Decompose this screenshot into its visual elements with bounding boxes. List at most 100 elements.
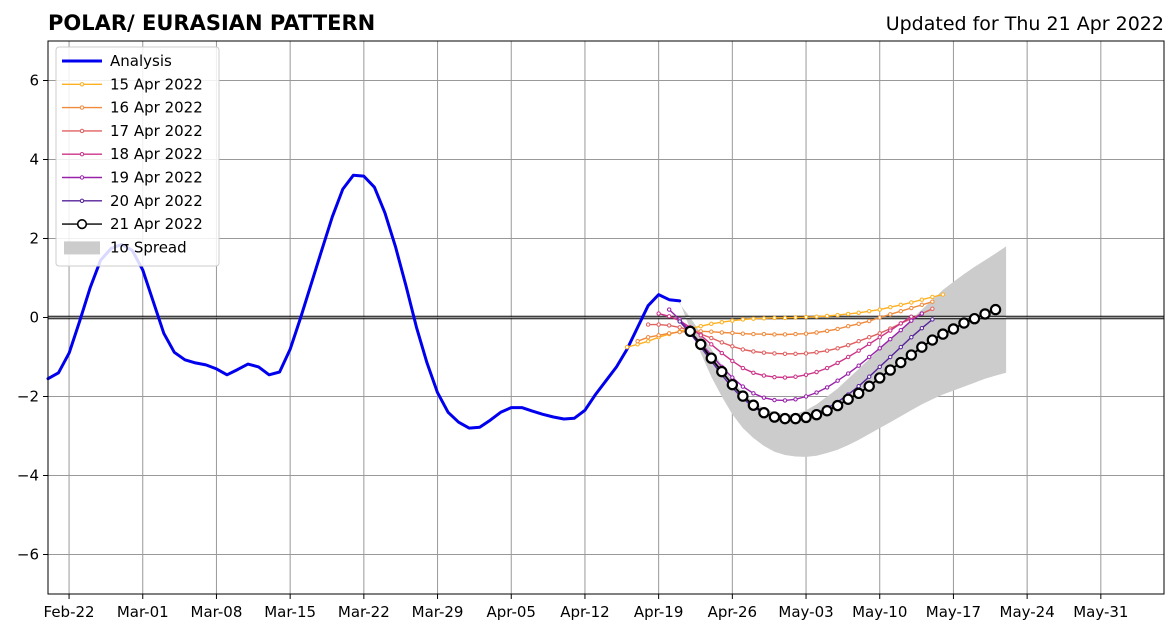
forecast-point (740, 317, 746, 322)
legend-marker (79, 128, 85, 134)
forecast-point (730, 375, 735, 380)
forecast-point (793, 374, 798, 379)
forecast-point (730, 358, 735, 364)
forecast-point (824, 328, 830, 334)
chart-subtitle: Updated for Thu 21 Apr 2022 (886, 13, 1164, 35)
legend-label: 17 Apr 2022 (110, 122, 203, 140)
legend-label: 19 Apr 2022 (110, 169, 203, 187)
forecast-point (856, 348, 861, 353)
forecast-point (909, 300, 914, 305)
spread-band-layer (679, 246, 1007, 457)
x-tick-label: Mar-29 (412, 603, 464, 621)
forecast-point (768, 411, 781, 423)
forecast-point (888, 328, 893, 333)
forecast-point (730, 330, 735, 336)
legend-item: 21 Apr 2022 (62, 215, 203, 233)
y-tick-label: 6 (29, 72, 39, 90)
forecast-point (782, 315, 788, 321)
forecast-point (937, 328, 949, 340)
forecast-point (930, 294, 935, 300)
forecast-point (814, 369, 819, 375)
forecast-point (709, 321, 714, 327)
forecast-point (803, 351, 809, 356)
forecast-point (877, 331, 882, 336)
forecast-series (684, 303, 1002, 425)
legend-marker (79, 82, 85, 87)
forecast-point (845, 323, 851, 329)
forecast-point (814, 390, 819, 395)
x-tick-label: Mar-01 (117, 603, 169, 621)
forecast-point (916, 341, 928, 353)
x-tick-label: Apr-19 (634, 603, 684, 621)
forecast-point (898, 321, 903, 326)
forecast-point (856, 363, 861, 368)
forecast-point (852, 387, 865, 400)
forecast-point (919, 302, 925, 308)
forecast-point (895, 356, 907, 369)
y-tick-label: −2 (17, 388, 39, 406)
legend-label: 21 Apr 2022 (110, 215, 203, 233)
forecast-point (930, 317, 935, 322)
forecast-point (909, 314, 914, 319)
forecast-point (719, 340, 725, 345)
forecast-point (877, 307, 882, 312)
forecast-point (835, 360, 840, 366)
forecast-point (863, 380, 875, 392)
forecast-point (919, 325, 925, 331)
forecast-point (793, 397, 798, 402)
legend-label: 15 Apr 2022 (110, 75, 203, 93)
forecast-point (867, 354, 872, 360)
legend-item: 1σ Spread (64, 238, 187, 256)
forecast-point (824, 365, 830, 371)
forecast-point (835, 326, 840, 332)
forecast-point (867, 318, 872, 324)
forecast-point (747, 399, 760, 411)
legend-item: 18 Apr 2022 (62, 145, 203, 163)
legend: Analysis 15 Apr 2022 16 Apr 2022 17 Apr 202… (55, 46, 220, 267)
y-tick-label: −6 (17, 546, 39, 564)
forecast-point (740, 384, 746, 389)
legend-item: 19 Apr 2022 (62, 169, 203, 187)
forecast-point (656, 311, 661, 316)
forecast-point (782, 351, 788, 357)
forecast-point (856, 310, 861, 315)
forecast-point (716, 365, 728, 378)
forecast-point (884, 364, 896, 376)
forecast-point (645, 335, 651, 340)
forecast-point (751, 391, 756, 396)
x-tick-label: May-10 (852, 603, 907, 621)
forecast-point (824, 348, 830, 353)
legend-label: Analysis (110, 52, 172, 70)
x-tick-label: Mar-08 (191, 603, 243, 621)
y-tick-label: −4 (17, 467, 39, 485)
forecast-point (751, 370, 756, 375)
forecast-point (730, 318, 735, 323)
legend-marker (79, 175, 85, 180)
forecast-point (677, 329, 682, 335)
forecast-point (761, 316, 767, 321)
spread-band (679, 246, 1007, 457)
forecast-point (677, 325, 682, 330)
forecast-point (898, 344, 903, 350)
forecast-point (874, 372, 886, 384)
x-axis: Feb-22 Mar-01 Mar-08 Mar-15 Mar-22 Mar-29 Apr-… (44, 594, 1128, 621)
chart-title: POLAR/ EURASIAN PATTERN (48, 11, 375, 35)
legend-label: 16 Apr 2022 (110, 99, 203, 117)
forecast-point (888, 337, 893, 342)
forecast-point (751, 331, 756, 337)
forecast-point (867, 308, 872, 314)
legend-marker (79, 152, 85, 157)
forecast-point (930, 299, 935, 304)
forecast-point (666, 314, 672, 319)
forecast-point (695, 338, 707, 351)
forecast-point (698, 323, 703, 329)
forecast-point (856, 384, 861, 389)
forecast-point (698, 333, 703, 338)
forecast-point (835, 312, 840, 318)
analysis-line (46, 173, 682, 430)
forecast-point (740, 365, 746, 371)
x-tick-label: Apr-26 (708, 603, 758, 621)
forecast-point (645, 339, 651, 344)
forecast-point (926, 334, 939, 346)
